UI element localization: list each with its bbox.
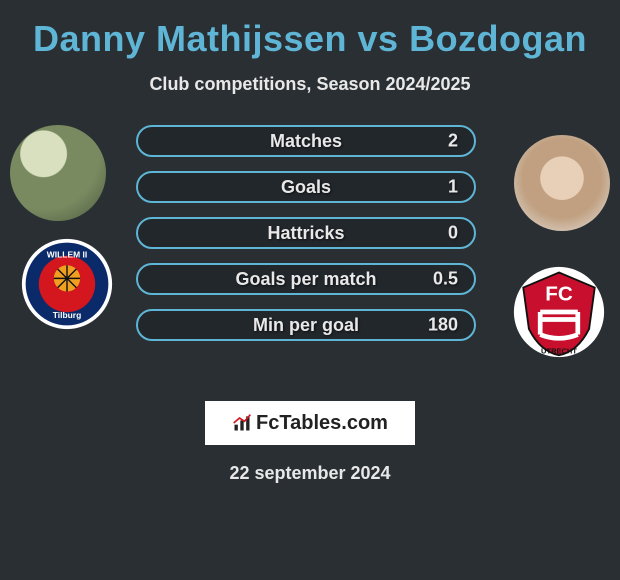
stat-value: 2: [448, 131, 458, 152]
stat-value: 0: [448, 223, 458, 244]
svg-text:WILLEM II: WILLEM II: [47, 250, 87, 260]
comparison-card: Danny Mathijssen vs Bozdogan Club compet…: [0, 0, 620, 484]
svg-text:UTRECHT: UTRECHT: [541, 346, 577, 355]
stat-label: Min per goal: [253, 315, 359, 336]
source-logo[interactable]: FcTables.com: [205, 401, 415, 445]
svg-text:FC: FC: [545, 283, 573, 306]
snapshot-date: 22 september 2024: [0, 463, 620, 484]
stat-row-hattricks: Hattricks 0: [136, 217, 476, 249]
svg-text:Tilburg: Tilburg: [53, 310, 82, 320]
stat-label: Hattricks: [267, 223, 344, 244]
stat-row-goals-per-match: Goals per match 0.5: [136, 263, 476, 295]
stat-row-min-per-goal: Min per goal 180: [136, 309, 476, 341]
bar-chart-icon: [232, 413, 252, 433]
willem-ii-badge-icon: WILLEM II Tilburg: [20, 237, 114, 331]
stat-row-goals: Goals 1: [136, 171, 476, 203]
fc-utrecht-badge-icon: FC UTRECHT: [512, 265, 606, 359]
stat-row-matches: Matches 2: [136, 125, 476, 157]
page-title: Danny Mathijssen vs Bozdogan: [0, 18, 620, 60]
stat-label: Goals per match: [235, 269, 376, 290]
stat-value: 1: [448, 177, 458, 198]
stat-value: 180: [428, 315, 458, 336]
season-subtitle: Club competitions, Season 2024/2025: [0, 74, 620, 95]
left-club-badge: WILLEM II Tilburg: [20, 237, 114, 331]
stat-pill-list: Matches 2 Goals 1 Hattricks 0 Goals per …: [136, 125, 476, 341]
logo-text-span: FcTables.com: [256, 412, 388, 435]
stat-value: 0.5: [433, 269, 458, 290]
stat-label: Goals: [281, 177, 331, 198]
right-club-badge: FC UTRECHT: [512, 265, 606, 359]
left-player-photo: [10, 125, 106, 221]
stat-label: Matches: [270, 131, 342, 152]
right-player-photo: [514, 135, 610, 231]
source-logo-label: FcTables.com: [232, 412, 388, 435]
stats-area: WILLEM II Tilburg FC UTRECHT Matches 2 G…: [0, 125, 620, 375]
